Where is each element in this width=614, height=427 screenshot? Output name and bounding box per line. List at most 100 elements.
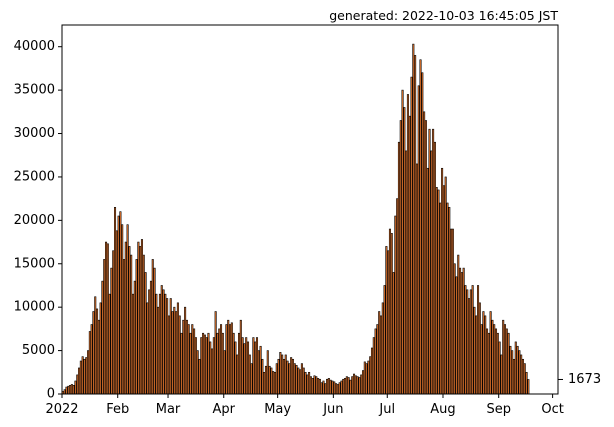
daily-bar <box>369 356 372 395</box>
daily-bar <box>171 311 174 395</box>
daily-bar <box>390 233 393 395</box>
daily-bar <box>160 285 163 395</box>
daily-bar <box>439 202 442 395</box>
daily-bar <box>124 241 127 395</box>
daily-bar <box>268 365 271 395</box>
daily-bar <box>88 331 91 395</box>
daily-bar <box>248 354 251 395</box>
daily-bar <box>281 354 284 395</box>
daily-bar <box>399 120 402 395</box>
daily-bar <box>326 378 329 395</box>
daily-bar <box>300 363 303 395</box>
daily-bar <box>241 337 244 395</box>
daily-bar <box>306 374 309 395</box>
daily-bar <box>473 306 476 395</box>
daily-bar <box>435 187 438 395</box>
daily-bar <box>401 89 404 395</box>
daily-bar <box>385 246 388 395</box>
daily-bar <box>358 377 361 395</box>
daily-bar <box>464 285 467 395</box>
daily-bar <box>423 111 426 395</box>
daily-bar <box>318 378 321 395</box>
daily-bar <box>67 385 70 395</box>
daily-bar <box>131 293 135 395</box>
daily-bar <box>516 345 519 395</box>
daily-bar <box>83 358 86 395</box>
daily-bar <box>175 311 178 395</box>
x-tick-label: Sep <box>486 402 511 417</box>
daily-bar <box>176 302 179 395</box>
daily-bar <box>459 267 462 395</box>
daily-bar <box>288 363 291 395</box>
daily-bar <box>275 363 278 395</box>
daily-bar <box>92 311 95 395</box>
daily-bar <box>457 254 460 395</box>
daily-bar <box>295 365 298 395</box>
x-tick-label: Aug <box>430 402 455 417</box>
daily-bar <box>169 298 172 395</box>
y-tick-label: 20000 <box>14 213 55 228</box>
daily-bar <box>397 141 400 395</box>
daily-bar <box>372 337 375 395</box>
daily-bar <box>184 306 187 395</box>
daily-bar <box>264 365 267 395</box>
daily-bar <box>238 332 241 395</box>
daily-bar <box>191 324 194 395</box>
daily-bar <box>509 345 512 395</box>
daily-bar <box>261 358 264 395</box>
daily-bar <box>139 246 142 395</box>
daily-bar <box>96 308 99 395</box>
daily-bar <box>344 378 347 395</box>
y-tick-label: 35000 <box>14 83 55 98</box>
daily-bar <box>412 43 415 395</box>
daily-bar <box>521 358 524 395</box>
daily-bar <box>507 332 510 395</box>
daily-bar <box>108 293 111 395</box>
daily-bar <box>415 163 418 395</box>
daily-bar <box>417 85 420 395</box>
daily-bar <box>370 347 374 395</box>
daily-bar <box>99 302 102 395</box>
daily-bar <box>205 337 208 395</box>
daily-bar <box>489 311 492 395</box>
daily-bar <box>340 380 343 395</box>
daily-bar <box>500 354 503 395</box>
daily-bar <box>502 319 505 395</box>
daily-bar <box>462 267 465 395</box>
daily-bar <box>408 115 411 395</box>
daily-bar <box>424 120 427 395</box>
daily-bar <box>297 367 300 395</box>
daily-bar <box>78 367 81 395</box>
daily-bar <box>137 241 140 395</box>
daily-bar <box>87 350 90 395</box>
daily-bar <box>356 376 359 395</box>
daily-bar <box>114 207 117 395</box>
daily-bar <box>266 350 269 395</box>
daily-bar <box>148 289 151 395</box>
daily-bar <box>97 319 100 395</box>
daily-bar <box>466 289 469 395</box>
daily-bar <box>279 352 282 395</box>
x-tick-label: Apr <box>212 402 235 417</box>
daily-bar <box>133 280 136 395</box>
daily-bar <box>485 328 489 395</box>
daily-bar <box>196 350 199 395</box>
x-tick-label: Jun <box>322 402 343 417</box>
daily-bar <box>277 358 280 395</box>
daily-bar <box>392 272 395 395</box>
y-tick-label: 15000 <box>14 256 55 271</box>
daily-bar <box>166 298 169 395</box>
daily-bar <box>433 141 436 395</box>
daily-bar <box>216 332 219 395</box>
daily-bar <box>451 228 454 395</box>
daily-bar <box>149 280 152 395</box>
daily-bar <box>229 324 232 395</box>
daily-bar <box>282 358 285 395</box>
daily-bar <box>121 224 124 395</box>
daily-bar <box>491 319 494 395</box>
daily-bar <box>140 239 143 395</box>
daily-bar <box>360 374 363 395</box>
daily-bar <box>361 370 365 395</box>
daily-bar <box>520 354 523 395</box>
daily-bar <box>367 360 370 395</box>
